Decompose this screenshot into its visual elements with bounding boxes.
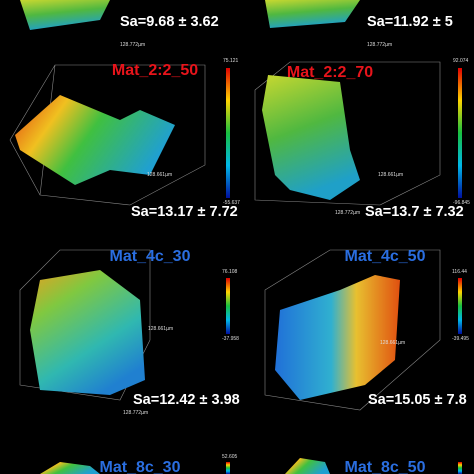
scale-label: 128.772µm	[367, 42, 392, 48]
sample-name: Mat_8c_30	[100, 459, 181, 474]
sa-label: Sa=13.17 ± 7.72	[131, 204, 238, 220]
surface	[265, 0, 360, 28]
sa-label: Sa=11.92 ± 5	[367, 14, 453, 30]
surface	[285, 458, 330, 474]
bar-min: -39.495	[452, 336, 469, 342]
sample-name: Mat_4c_50	[345, 248, 426, 265]
bar-max: 52.605	[222, 454, 238, 460]
scale-label: 128.772µm	[335, 210, 360, 216]
bar-max: 75.121	[223, 58, 239, 64]
scale-label: 128.661µm	[147, 172, 172, 178]
color-bar	[226, 68, 230, 198]
sa-label: Sa=13.7 ± 7.32	[365, 204, 464, 220]
scale-label: 128.661µm	[148, 326, 173, 332]
bounding-box	[264, 249, 441, 411]
bar-min: -55.637	[223, 200, 240, 206]
surface	[20, 0, 110, 30]
bar-min: -96.845	[453, 200, 470, 206]
color-bar	[458, 68, 462, 198]
scale-label: 128.661µm	[380, 340, 405, 346]
bar-max: 76.108	[222, 269, 238, 275]
surface	[15, 95, 175, 185]
surface	[30, 270, 145, 395]
sample-name: Mat_4c_30	[110, 248, 191, 265]
bar-max: 116.44	[452, 269, 467, 275]
color-bar	[458, 462, 462, 474]
surface	[262, 75, 360, 200]
sample-name: Mat_8c_50	[345, 459, 426, 474]
bar-min: -37.958	[222, 336, 239, 342]
bounding-box	[254, 61, 441, 206]
sa-label: Sa=15.05 ± 7.8	[368, 392, 467, 408]
bar-max: 92.074	[453, 58, 469, 64]
sa-label: Sa=12.42 ± 3.98	[133, 392, 240, 408]
bounding-box	[19, 249, 151, 401]
surface	[40, 462, 100, 474]
surface	[275, 275, 400, 400]
color-bar	[458, 278, 462, 334]
scale-label: 128.772µm	[123, 410, 148, 416]
sa-label: Sa=9.68 ± 3.62	[120, 14, 219, 30]
sample-name: Mat_2:2_50	[112, 62, 198, 79]
scale-label: 128.661µm	[378, 172, 403, 178]
scale-label: 128.772µm	[120, 42, 145, 48]
color-bar	[226, 462, 230, 474]
color-bar	[226, 278, 230, 334]
sample-name: Mat_2:2_70	[287, 64, 373, 81]
